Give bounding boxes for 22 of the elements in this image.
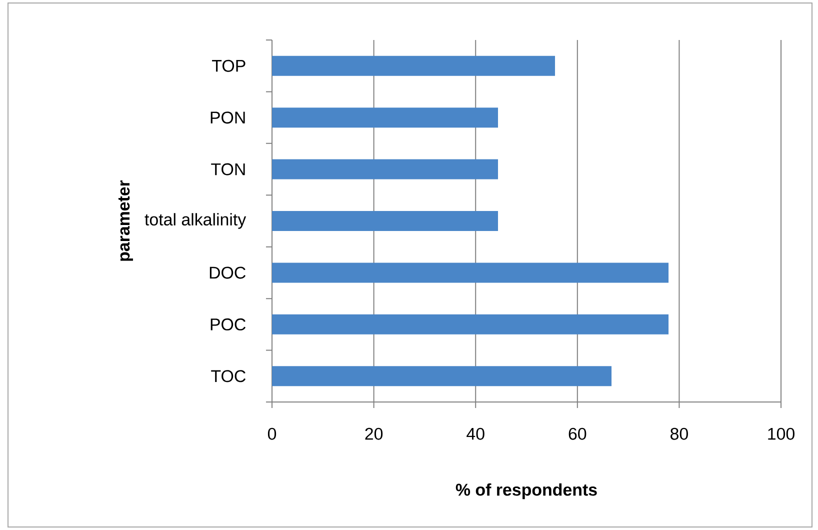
x-tick-label: 0 bbox=[268, 428, 276, 440]
bar bbox=[272, 210, 498, 231]
y-tick-label: TON bbox=[211, 163, 245, 176]
y-tick-label: PON bbox=[210, 112, 245, 124]
x-tick-label: 20 bbox=[365, 428, 383, 440]
x-tick-label: 100 bbox=[768, 428, 794, 440]
y-tick-label: TOC bbox=[211, 370, 246, 382]
bar bbox=[272, 314, 669, 334]
y-tick-label: POC bbox=[210, 318, 246, 330]
y-tick-label: TOP bbox=[212, 60, 246, 72]
bar bbox=[272, 366, 612, 386]
y-tick-label: total alkalinity bbox=[144, 213, 246, 229]
bar bbox=[272, 159, 498, 180]
x-tick-label: 80 bbox=[670, 428, 688, 440]
y-axis-title: parameter bbox=[118, 180, 134, 261]
y-tick-label: DOC bbox=[210, 266, 246, 279]
x-tick-label: 60 bbox=[568, 428, 586, 440]
bar bbox=[272, 108, 498, 128]
x-axis-title: % of respondents bbox=[456, 483, 597, 500]
bar bbox=[272, 262, 669, 283]
bar bbox=[272, 56, 556, 76]
x-tick-label: 40 bbox=[466, 428, 484, 440]
